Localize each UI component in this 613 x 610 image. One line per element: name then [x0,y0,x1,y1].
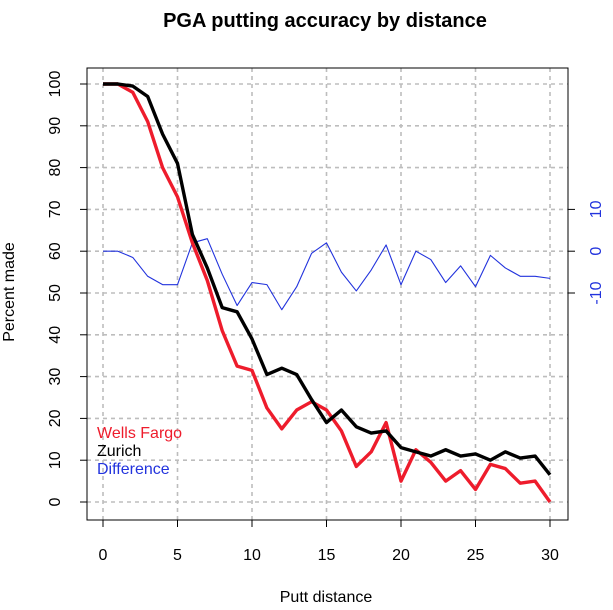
y-tick-label-6: 60 [47,242,64,260]
x-axis-label: Putt distance [280,589,373,606]
y-tick-label-7: 70 [47,200,64,218]
chart-title: PGA putting accuracy by distance [163,10,487,32]
legend-item-difference: Difference [97,461,170,478]
legend-item-wells-fargo: Wells Fargo [97,425,182,442]
x-axis: 0 5 10 15 20 25 30 [99,519,559,564]
y-tick-label-10: 100 [47,71,64,98]
x-tick-label-6: 30 [541,547,559,564]
x-tick-label-4: 20 [392,547,410,564]
x-tick-label-1: 5 [173,547,182,564]
y-tick-label-9: 90 [47,117,64,135]
y-tick-label-8: 80 [47,159,64,177]
y-tick-label-2: 20 [47,409,64,427]
y-tick-label-4: 40 [47,326,64,344]
y-tick-label-3: 30 [47,368,64,386]
grid-layer [87,68,568,520]
plot-frame [86,67,569,521]
series-line-zurich [103,82,552,476]
y-tick-label-5: 50 [47,284,64,302]
x-tick-label-5: 25 [467,547,485,564]
y-tick-label-0: 0 [47,497,64,506]
x-tick-label-3: 15 [318,547,336,564]
y-axis: 0 10 20 30 40 50 60 70 80 90 100 [47,71,88,506]
right-tick-label-2: 10 [588,200,605,218]
series-line-difference [103,238,551,311]
y-tick-label-1: 10 [47,451,64,469]
y-axis-label: Percent made [1,242,18,342]
series-line-wells-fargo [103,82,552,503]
right-tick-label-0: -10 [588,281,605,304]
right-tick-label-1: 0 [588,247,605,256]
right-axis: -10 0 10 [567,200,605,305]
x-tick-label-2: 10 [243,547,261,564]
legend-item-zurich: Zurich [97,443,141,460]
x-tick-label-0: 0 [99,547,108,564]
series-layer [103,82,552,503]
